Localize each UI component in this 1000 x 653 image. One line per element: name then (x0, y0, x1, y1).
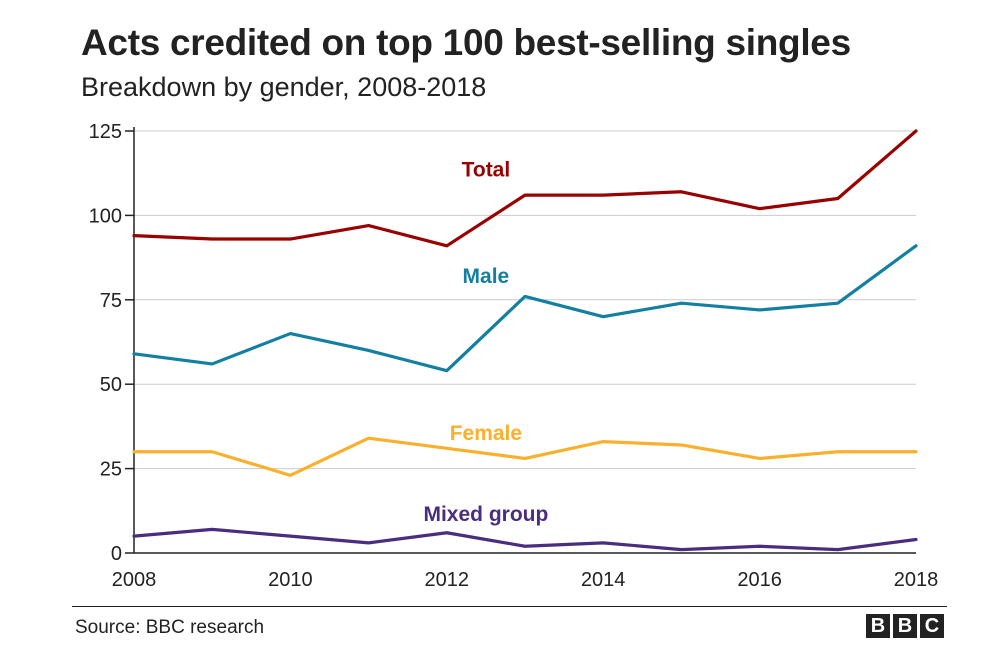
series-label-mixed: Mixed group (423, 503, 548, 526)
series-line-female (132, 436, 918, 477)
y-tick-label: 125 (89, 121, 122, 143)
series-label-female: Female (450, 422, 522, 445)
footer-divider (72, 606, 947, 607)
series-labels: Total Male Female Mixed group (423, 159, 548, 526)
source-note: Source: BBC research (75, 617, 265, 638)
y-tick-label: 0 (111, 543, 122, 565)
bbc-logo-letter: B (893, 614, 917, 638)
x-tick-label: 2014 (581, 569, 626, 591)
series-line-male (132, 244, 918, 373)
gridlines (134, 130, 916, 470)
series-line-total (132, 129, 918, 248)
y-tick-label: 25 (100, 459, 122, 481)
x-tick-label: 2012 (425, 569, 470, 591)
series-line-mixed (132, 527, 918, 552)
x-tick-label: 2010 (268, 569, 313, 591)
y-tick-label: 100 (89, 205, 122, 227)
x-tick-label: 2016 (737, 569, 782, 591)
axes: 0 25 50 75 100 125 2008 2010 2012 2014 2016 2018 (89, 121, 939, 591)
series-label-male: Male (463, 265, 510, 288)
bbc-logo-letter: B (866, 614, 890, 638)
bbc-logo: B B C (866, 614, 944, 638)
x-tick-label: 2018 (894, 569, 939, 591)
y-tick-label: 75 (100, 290, 122, 312)
chart-subtitle: Breakdown by gender, 2008-2018 (81, 72, 487, 102)
x-tick-label: 2008 (112, 569, 157, 591)
series-label-total: Total (462, 159, 511, 182)
bbc-logo-letter: C (920, 614, 944, 638)
series-lines (132, 129, 918, 552)
y-tick-label: 50 (100, 374, 122, 396)
chart-title: Acts credited on top 100 best-selling si… (81, 22, 851, 63)
